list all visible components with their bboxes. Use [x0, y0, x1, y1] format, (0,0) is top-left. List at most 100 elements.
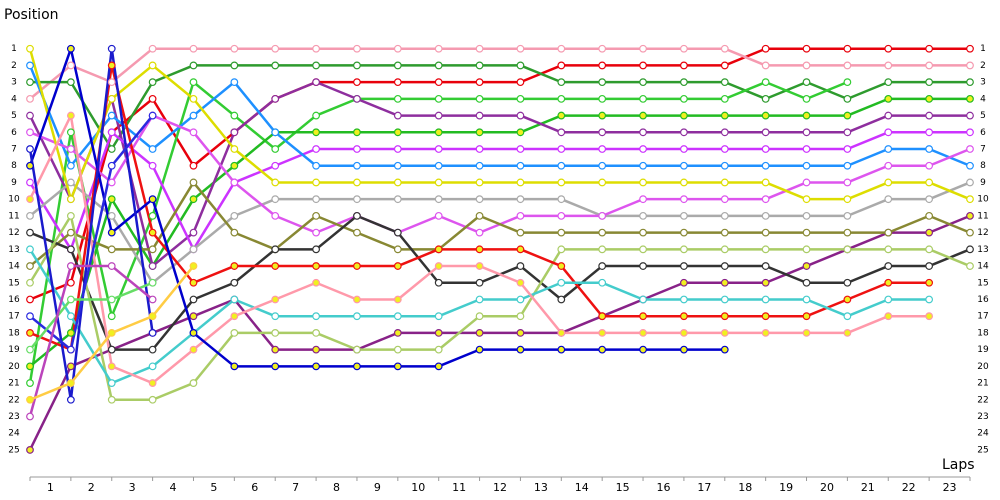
position-marker: [884, 161, 893, 170]
position-marker: [966, 211, 974, 220]
position-marker: [557, 195, 566, 204]
position-marker: [271, 345, 280, 354]
position-marker: [884, 178, 893, 187]
y2-tick-label: 2: [980, 61, 986, 71]
position-marker: [312, 329, 320, 337]
position-marker: [802, 278, 811, 287]
position-marker: [26, 245, 34, 254]
position-marker: [639, 161, 647, 170]
position-marker: [516, 278, 525, 287]
position-marker: [761, 111, 770, 120]
position-marker: [761, 329, 770, 337]
position-marker: [680, 211, 688, 220]
position-marker: [475, 78, 484, 87]
y2-tick-label: 13: [977, 245, 988, 255]
position-marker: [353, 362, 361, 371]
position-marker: [680, 345, 688, 354]
y-tick-label: 4: [11, 94, 17, 104]
position-marker: [26, 145, 34, 153]
position-marker: [720, 44, 729, 53]
position-marker: [925, 262, 934, 270]
position-marker: [802, 178, 811, 187]
position-marker: [598, 228, 607, 237]
y-tick-label: 18: [8, 328, 20, 338]
position-marker: [189, 195, 198, 204]
position-marker: [925, 145, 934, 153]
position-marker: [516, 329, 525, 337]
position-marker: [966, 245, 974, 254]
position-marker: [720, 178, 729, 187]
position-marker: [393, 145, 402, 153]
position-line: [28, 47, 154, 402]
position-marker: [966, 61, 974, 70]
position-marker: [557, 228, 566, 237]
position-marker: [107, 195, 116, 204]
y-tick-label: 11: [8, 211, 19, 221]
position-marker: [189, 94, 198, 103]
position-marker: [925, 128, 934, 137]
position-marker: [26, 395, 34, 404]
position-marker: [966, 178, 974, 187]
position-marker: [557, 262, 566, 270]
position-marker: [189, 262, 198, 270]
position-marker: [230, 44, 239, 53]
position-marker: [26, 161, 34, 170]
position-marker: [312, 245, 320, 254]
position-marker: [148, 111, 157, 120]
position-marker: [393, 329, 402, 337]
position-marker: [189, 228, 198, 237]
position-marker: [761, 195, 770, 204]
position-marker: [189, 44, 198, 53]
x-tick-label: 1: [47, 481, 54, 494]
x-tick-label: 6: [251, 481, 258, 494]
position-marker: [107, 379, 116, 387]
position-marker: [598, 245, 607, 254]
x-tick-label: 21: [861, 481, 875, 494]
position-marker: [720, 295, 729, 304]
x-tick-label: 9: [374, 481, 381, 494]
position-marker: [230, 178, 239, 187]
position-marker: [312, 111, 320, 120]
position-marker: [720, 94, 729, 103]
x-tick-label: 12: [493, 481, 507, 494]
position-marker: [761, 295, 770, 304]
position-marker: [107, 395, 116, 404]
position-marker: [802, 245, 811, 254]
position-marker: [761, 178, 770, 187]
position-marker: [189, 245, 198, 254]
position-marker: [434, 94, 443, 103]
position-line: [30, 64, 970, 151]
x-tick-label: 22: [902, 481, 916, 494]
position-marker: [925, 195, 934, 204]
y2-tick-label: 19: [977, 345, 989, 355]
position-marker: [230, 278, 239, 287]
position-marker: [557, 245, 566, 254]
position-marker: [802, 211, 811, 220]
position-marker: [107, 178, 116, 187]
position-marker: [312, 78, 320, 87]
position-marker: [680, 178, 688, 187]
y2-tick-label: 7: [980, 145, 986, 155]
position-marker: [312, 312, 320, 321]
position-marker: [925, 211, 934, 220]
position-marker: [516, 94, 525, 103]
position-marker: [26, 94, 34, 103]
y-tick-label: 19: [8, 345, 20, 355]
position-marker: [516, 345, 525, 354]
position-marker: [189, 111, 198, 120]
position-marker: [966, 145, 974, 153]
position-marker: [966, 94, 974, 103]
position-marker: [720, 111, 729, 120]
y-tick-label: 22: [8, 395, 19, 405]
y2-tick-label: 3: [980, 78, 986, 88]
position-marker: [884, 312, 893, 321]
position-marker: [393, 178, 402, 187]
position-marker: [884, 61, 893, 70]
position-marker: [557, 295, 566, 304]
position-marker: [189, 178, 198, 187]
position-line: [28, 214, 971, 402]
position-marker: [434, 111, 443, 120]
position-marker: [26, 345, 34, 354]
position-line: [28, 264, 154, 417]
x-axis-label: Laps: [942, 457, 975, 473]
